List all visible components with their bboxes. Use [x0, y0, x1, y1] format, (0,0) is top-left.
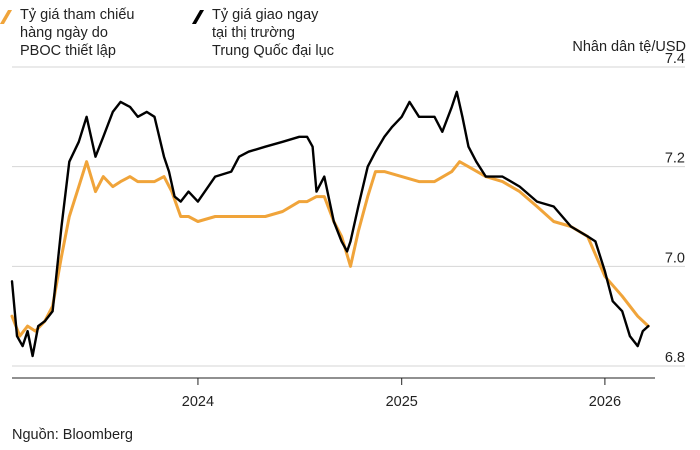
x-tick-label-2025: 2025	[386, 394, 418, 410]
y-axis-unit-label: Nhân dân tệ/USD	[572, 39, 686, 55]
source-note: Nguồn: Bloomberg	[12, 427, 133, 443]
legend-label-pboc-fixing: Tỷ giá tham chiếu hàng ngày do PBOC thiế…	[20, 7, 135, 59]
legend-label-spot-rate: Tỷ giá giao ngay tại thị trường Trung Qu…	[212, 7, 334, 59]
y-tick-label-7.0: 7.0	[665, 250, 685, 266]
y-tick-label-6.8: 6.8	[665, 350, 685, 366]
x-tick-label-2024: 2024	[182, 394, 214, 410]
y-tick-label-7.2: 7.2	[665, 151, 685, 167]
x-tick-label-2026: 2026	[589, 394, 621, 410]
legend-item-pboc-fixing: Tỷ giá tham chiếu hàng ngày do PBOC thiế…	[0, 6, 194, 60]
legend-item-spot-rate: Tỷ giá giao ngay tại thị trường Trung Qu…	[191, 6, 396, 60]
y-tick-label-7.4: 7.4	[665, 51, 685, 67]
series-line-spot-rate	[10, 90, 650, 358]
series-line-pboc-fixing	[10, 160, 650, 338]
